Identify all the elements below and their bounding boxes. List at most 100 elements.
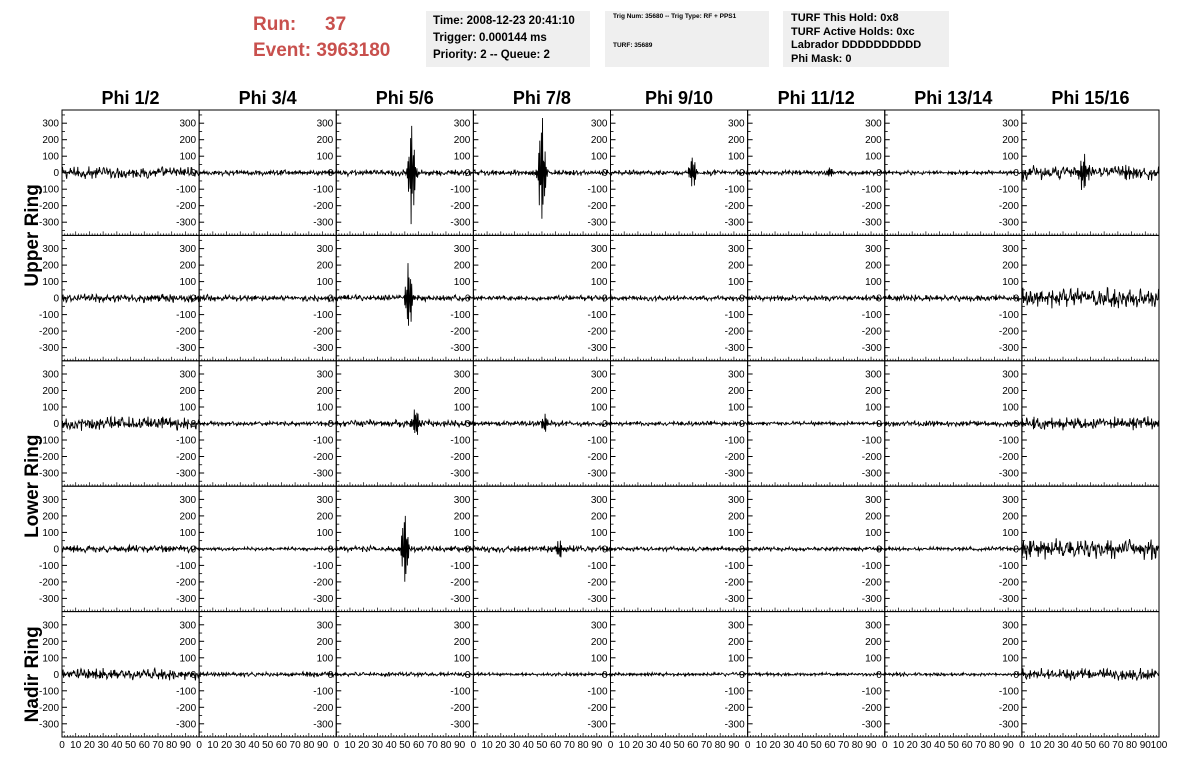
x-tick-label: 80 [166,740,178,751]
x-tick-label: 30 [783,740,795,751]
x-tick-label: 50 [399,740,411,751]
time-trigger-box: Time: 2008-12-23 20:41:10 Trigger: 0.000… [426,11,590,67]
y-tick-label: 200 [728,637,745,648]
y-tick-label: 100 [865,528,882,539]
y-tick-label: 100 [591,152,608,163]
column-title: Phi 7/8 [513,88,571,108]
y-tick-label: 200 [179,135,196,146]
y-tick-label: -300 [450,343,470,354]
waveform-trace [61,292,200,304]
y-tick-label: -100 [39,686,59,697]
y-tick-label: -200 [725,452,745,463]
waveform-trace [472,540,611,558]
y-tick-label: 200 [865,386,882,397]
y-tick-label: -100 [39,561,59,572]
y-tick-label: -100 [176,185,196,196]
y-tick-label: -300 [313,218,333,229]
x-tick-label: 30 [646,740,658,751]
y-tick-label: 300 [865,620,882,631]
y-tick-label: -300 [176,719,196,730]
x-tick-label: 10 [619,740,631,751]
waveform-trace [61,415,200,431]
y-tick-label: 100 [728,528,745,539]
y-tick-label: 300 [179,620,196,631]
waveform-trace [884,293,1023,303]
y-tick-label: 300 [728,244,745,255]
y-tick-label: 0 [465,168,471,179]
y-tick-label: 100 [591,403,608,414]
x-tick-label: 70 [564,740,576,751]
y-tick-label: 300 [865,495,882,506]
y-tick-label: -200 [39,327,59,338]
y-tick-label: 0 [876,168,882,179]
y-tick-label: -300 [39,719,59,730]
y-tick-label: -100 [999,686,1019,697]
x-tick-label: 10 [70,740,82,751]
y-tick-label: -200 [587,201,607,212]
y-tick-label: 100 [728,152,745,163]
waveform-trace [884,169,1023,177]
y-tick-label: 0 [602,419,608,430]
y-tick-label: -300 [39,469,59,480]
y-tick-label: 0 [191,670,197,681]
time-text: Time: 2008-12-23 20:41:10 [433,15,575,27]
y-tick-label: -300 [725,469,745,480]
x-tick-label: 90 [865,740,877,751]
y-tick-label: -300 [999,218,1019,229]
y-tick-label: 300 [865,119,882,130]
x-tick-label: 60 [276,740,288,751]
y-tick-label: -100 [862,686,882,697]
y-tick-label: 200 [317,637,334,648]
y-tick-label: -100 [450,310,470,321]
y-tick-label: -200 [862,703,882,714]
y-tick-label: 0 [328,294,334,305]
y-tick-label: 100 [1002,277,1019,288]
y-tick-label: -100 [862,561,882,572]
y-tick-label: -300 [450,594,470,605]
y-tick-label: -100 [999,436,1019,447]
waveform-trace [198,419,337,428]
x-tick-label: 50 [1085,740,1097,751]
y-tick-label: 0 [465,544,471,555]
x-tick-label: 60 [550,740,562,751]
y-tick-label: 300 [591,620,608,631]
x-tick-label: 90 [728,740,740,751]
x-tick-label: 90 [180,740,192,751]
y-tick-label: -100 [176,561,196,572]
y-tick-label: 200 [591,511,608,522]
event-label: Event: [253,40,312,61]
row-title: Nadir Ring [22,626,43,722]
y-tick-label: 300 [1002,495,1019,506]
y-tick-label: -100 [39,185,59,196]
y-tick-label: 0 [53,544,59,555]
y-tick-label: -100 [999,561,1019,572]
y-tick-label: -200 [176,201,196,212]
x-tick-label: 60 [687,740,699,751]
y-tick-label: 0 [876,419,882,430]
y-tick-label: -300 [313,343,333,354]
x-tick-label: 0 [196,740,202,751]
waveform-trace [610,545,749,553]
y-tick-label: 100 [317,277,334,288]
y-tick-label: 300 [179,495,196,506]
y-tick-label: 0 [739,294,745,305]
y-tick-label: 200 [42,261,59,272]
x-tick-label: 10 [893,740,905,751]
y-tick-label: -300 [176,343,196,354]
run-label: Run: [253,14,297,35]
x-tick-label: 80 [1126,740,1138,751]
column-title: Phi 5/6 [376,88,434,108]
y-tick-label: 100 [42,653,59,664]
waveform-trace [610,157,749,187]
y-tick-label: 100 [1002,403,1019,414]
x-tick-label: 90 [454,740,466,751]
waveform-trace [61,543,200,554]
event-value: 3963180 [316,40,391,61]
y-tick-label: -300 [999,719,1019,730]
turf-text: TURF: 35689 [613,42,653,49]
x-tick-label: 60 [139,740,151,751]
y-tick-label: -300 [450,218,470,229]
waveform-trace [61,666,200,681]
x-tick-label: 40 [386,740,398,751]
y-tick-label: 100 [42,403,59,414]
